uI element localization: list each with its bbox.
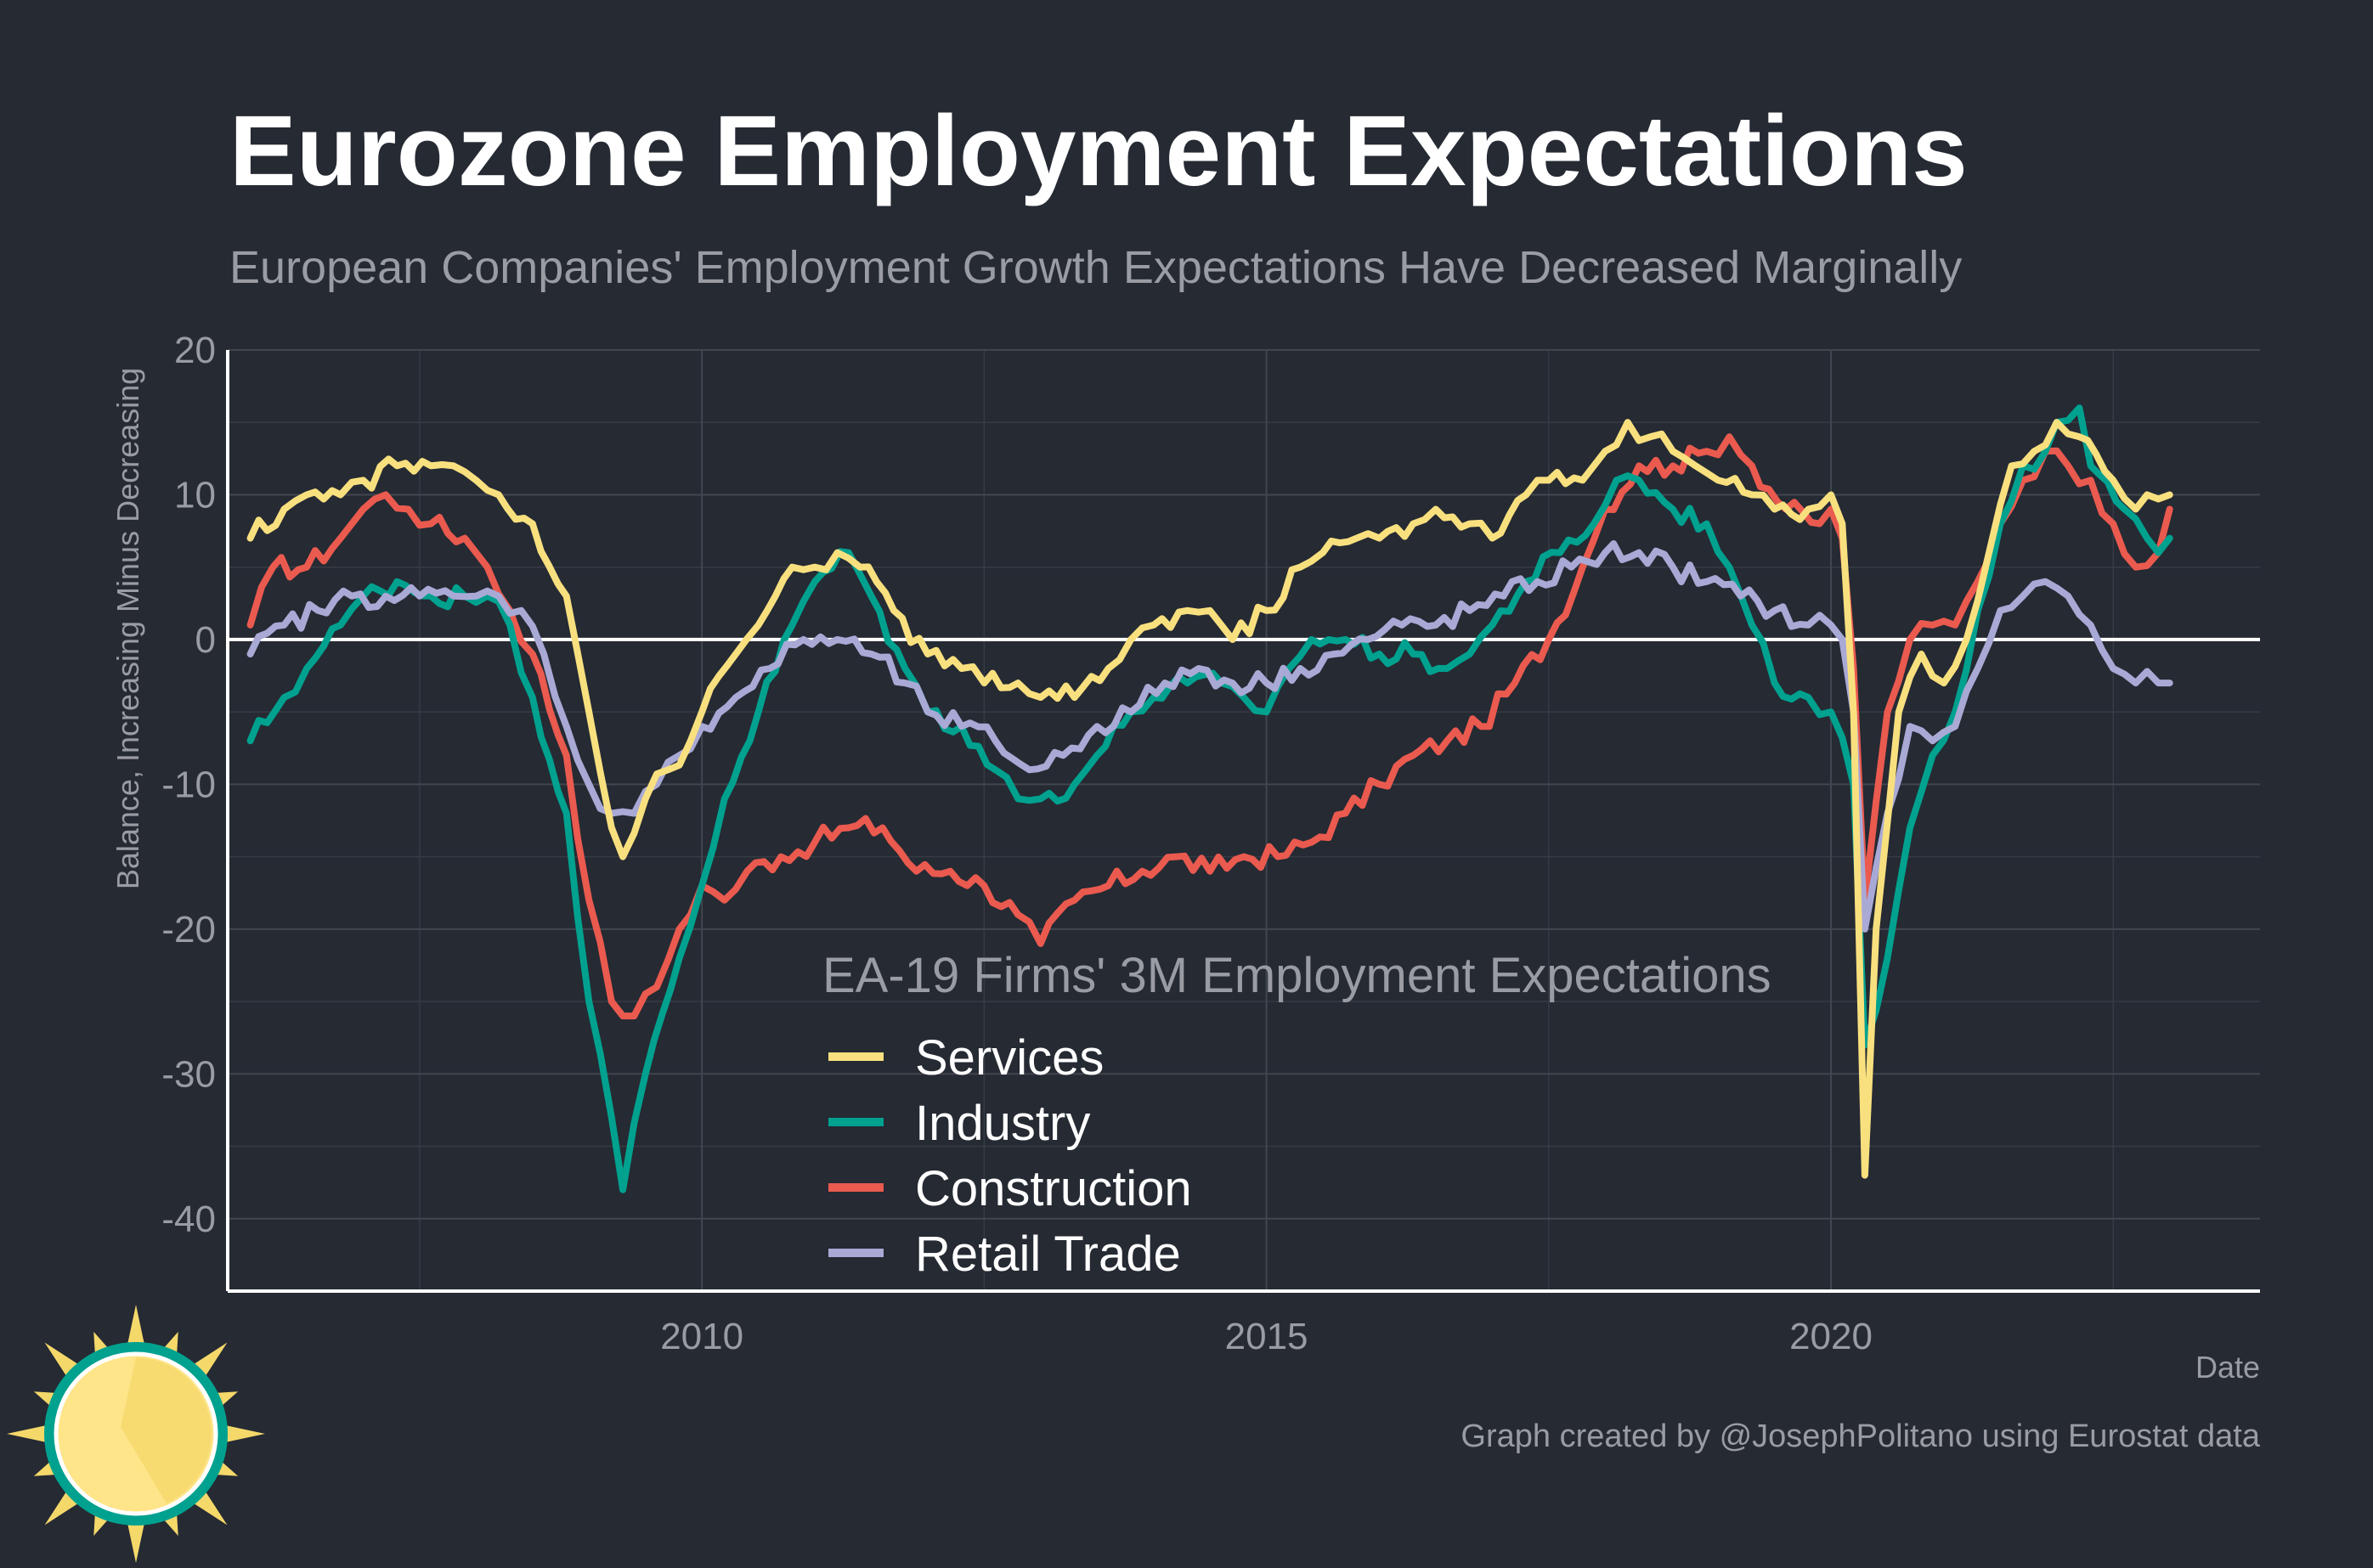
x-tick-label: 2020 [1789, 1316, 1873, 1357]
legend-label: Construction [915, 1161, 1192, 1216]
y-tick-label: -30 [161, 1053, 216, 1095]
sun-icon [7, 1305, 265, 1563]
sun-ray [125, 1514, 147, 1563]
y-tick-label: -40 [161, 1199, 216, 1240]
y-tick-label: -10 [161, 764, 216, 805]
sun-shade [121, 1357, 212, 1503]
legend-label: Retail Trade [915, 1227, 1181, 1282]
sun-ray [216, 1423, 265, 1445]
y-tick-label: 20 [174, 330, 216, 371]
legend-label: Industry [915, 1096, 1090, 1151]
x-axis-label: Date [2195, 1350, 2260, 1385]
sun-ray [7, 1423, 56, 1445]
series-line-construction [246, 433, 2173, 1020]
x-tick-label: 2010 [660, 1316, 743, 1357]
page-title: Eurozone Employment Expectations [229, 95, 1968, 207]
series-line-industry [246, 404, 2173, 1193]
legend-title: EA-19 Firms' 3M Employment Expectations [822, 948, 1771, 1003]
y-tick-label: -20 [161, 909, 216, 950]
series-line-retail-trade [246, 540, 2173, 933]
page-subtitle: European Companies' Employment Growth Ex… [229, 242, 1962, 293]
caption: Graph created by @JosephPolitano using E… [1461, 1419, 2260, 1454]
legend-label: Services [915, 1030, 1104, 1086]
y-tick-label: 0 [195, 619, 216, 661]
y-axis-label: Balance, Increasing Minus Decreasing [110, 368, 145, 889]
sun-ray [125, 1305, 147, 1354]
x-tick-label: 2015 [1225, 1316, 1308, 1357]
series-line-services [246, 419, 2173, 1179]
legend: EA-19 Firms' 3M Employment Expectations … [822, 948, 1771, 1282]
y-tick-label: 10 [174, 474, 216, 516]
